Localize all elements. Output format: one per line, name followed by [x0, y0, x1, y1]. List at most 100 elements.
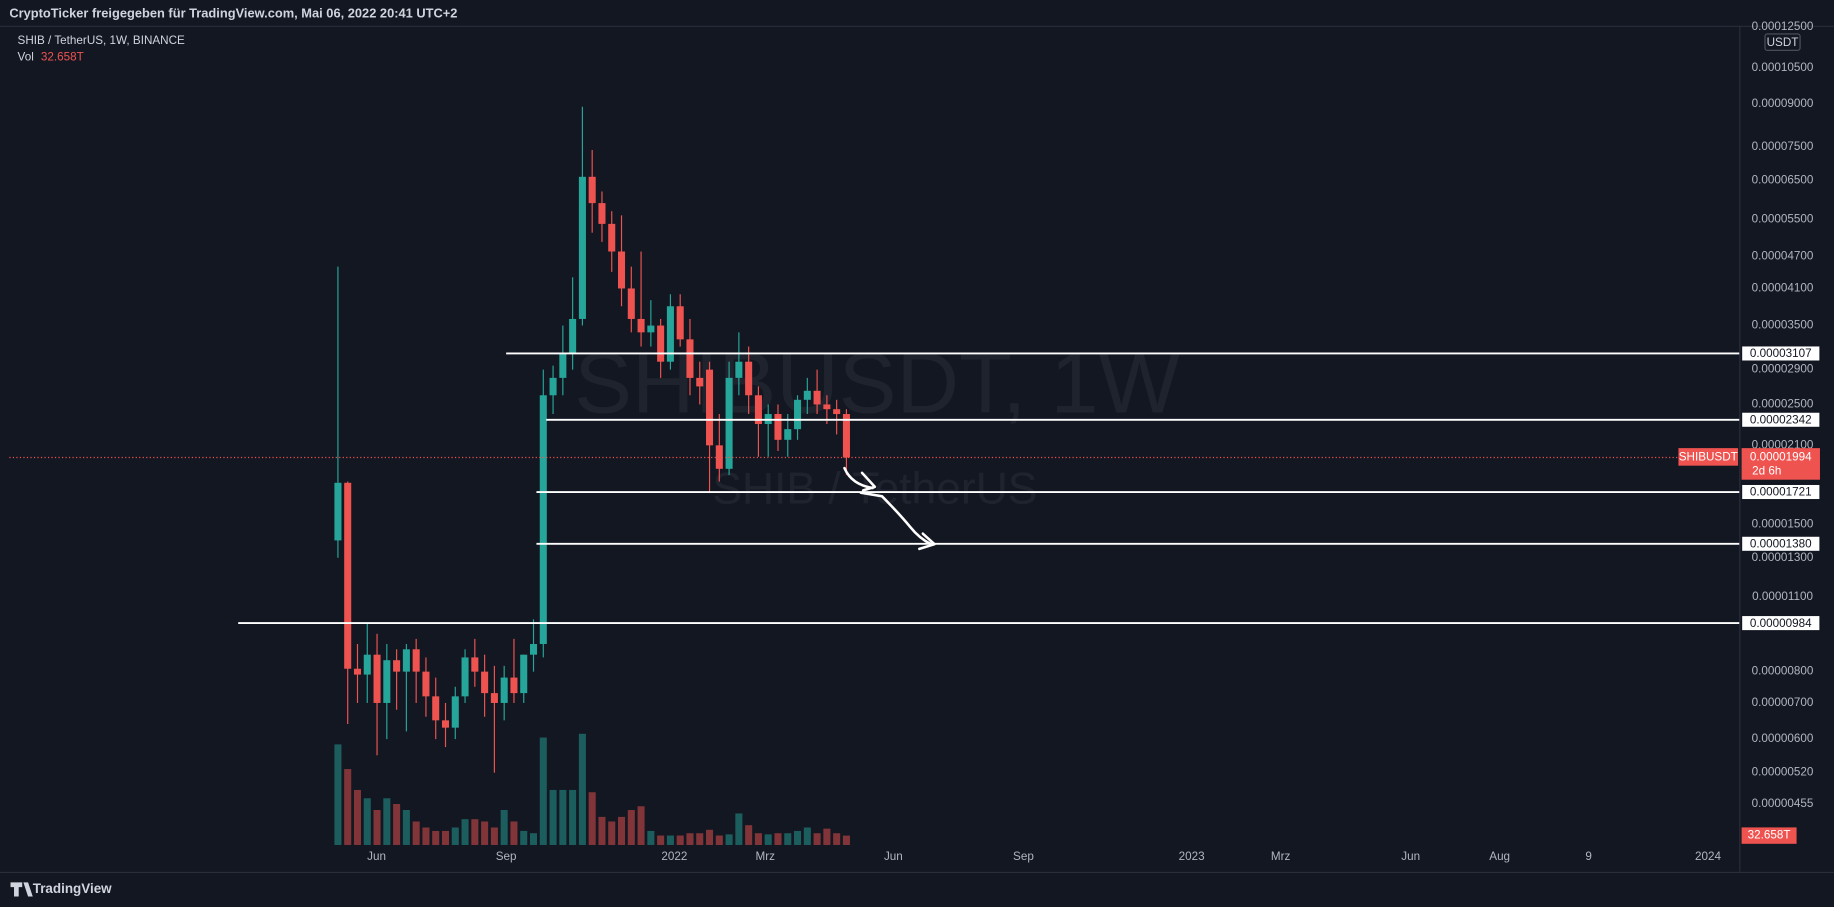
candle-body [500, 677, 508, 703]
volume-bar [588, 792, 596, 845]
volume-bar [500, 810, 508, 845]
y-tick-label: 0.00004700 [1752, 250, 1814, 263]
volume-bar [451, 827, 459, 845]
candle-body [529, 644, 538, 655]
volume-bar [383, 798, 391, 845]
volume-bar [529, 833, 538, 845]
volume-bar [627, 810, 635, 845]
volume-bar [441, 830, 450, 845]
candle-body [608, 223, 616, 252]
volume-bar [373, 810, 381, 845]
level-label-box [1741, 614, 1821, 632]
candle-body [481, 671, 489, 694]
volume-bar [490, 827, 498, 845]
x-tick-label: 2024 [1695, 850, 1721, 863]
volume-bar [706, 829, 714, 845]
candle-body [745, 361, 753, 396]
brand-name[interactable]: TradingView [33, 881, 112, 896]
y-tick-label: 0.00000455 [1752, 797, 1814, 810]
y-tick-label: 0.00001300 [1752, 551, 1814, 564]
level-label: 0.00001380 [1750, 537, 1812, 550]
candle-body [774, 414, 782, 440]
volume-bar [833, 833, 841, 845]
header-text: CryptoTicker freigegeben für TradingView… [9, 5, 457, 20]
volume-bar [686, 833, 694, 845]
currency[interactable]: USDT [1767, 36, 1799, 49]
volume-bar [725, 834, 733, 845]
candle-body [559, 354, 567, 378]
volume-axis-label: 32.658T [1748, 829, 1791, 842]
brand-logo[interactable] [10, 882, 33, 897]
volume-bar [745, 825, 753, 845]
candle-body [637, 318, 645, 333]
volume-bar [432, 830, 440, 845]
arrow-head [860, 471, 877, 492]
volume-bar [696, 833, 704, 845]
volume-bar [412, 821, 420, 845]
candle-body [510, 677, 518, 694]
volume-bar [539, 737, 547, 845]
level-label-box [1741, 411, 1821, 428]
volume-bar [481, 821, 489, 845]
candle-body [383, 660, 391, 703]
level-label: 0.00000984 [1750, 617, 1812, 630]
candle-body [353, 668, 362, 675]
volume-bar [764, 834, 772, 845]
candle-body [539, 395, 547, 645]
level-label-box [1741, 535, 1821, 552]
candle-body [627, 288, 635, 319]
y-tick-label: 0.00012500 [1752, 20, 1814, 33]
level-label: 0.00002342 [1750, 413, 1812, 426]
level-label: 0.00003107 [1750, 347, 1812, 360]
volume-bar [842, 835, 850, 845]
volume-bar [461, 819, 469, 845]
level-label: 0.00001721 [1750, 486, 1812, 499]
currency-box[interactable] [1764, 33, 1801, 51]
y-tick-label: 0.00000700 [1752, 696, 1814, 709]
y-tick-label: 0.00000520 [1752, 766, 1814, 779]
candle-body [686, 339, 694, 378]
candle-body [569, 318, 577, 355]
candle-body [813, 390, 821, 405]
y-tick-label: 0.00010500 [1752, 61, 1814, 74]
candle-body [784, 429, 792, 440]
candle-body [588, 176, 596, 204]
footer: TradingView [10, 881, 112, 897]
candle-body [706, 369, 714, 446]
y-tick-label: 0.00006500 [1752, 173, 1814, 186]
candle-body [422, 671, 430, 697]
level-label-box [1741, 483, 1821, 501]
candle-body [549, 377, 557, 396]
header-bar [0, 0, 1834, 26]
candle-body [393, 660, 401, 672]
x-tick-label: Sep [496, 850, 517, 863]
volume-bar [754, 833, 762, 845]
y-tick-label: 0.00001100 [1752, 590, 1813, 603]
candle-body [725, 377, 733, 469]
level-label-box [1741, 345, 1821, 362]
watermark-subtitle: SHIB / TetherUS [712, 464, 1037, 513]
volume-bar [618, 816, 626, 845]
arrow-stroke [859, 491, 933, 546]
legend-volume[interactable]: Vol [18, 50, 34, 63]
y-tick-label: 0.00002500 [1752, 398, 1814, 411]
watermark: SHIBUSDT, 1W [574, 336, 1180, 432]
candle-body [696, 377, 704, 387]
symbol-tag [1678, 448, 1739, 466]
volume-bar [549, 789, 557, 845]
candle-body [461, 657, 469, 697]
last-price-box [1741, 448, 1820, 480]
volume-bar [578, 733, 586, 845]
x-tick-label: Aug [1489, 850, 1510, 863]
volume-bar [559, 789, 567, 845]
candle-body [402, 649, 410, 672]
candle-body [647, 325, 655, 333]
volume-bar [569, 789, 577, 845]
x-tick-label: 9 [1585, 850, 1592, 863]
legend-title[interactable]: SHIB / TetherUS, 1W, BINANCE [18, 34, 186, 47]
y-tick-label: 0.00005500 [1752, 213, 1814, 226]
x-tick-label: Mrz [1271, 850, 1291, 863]
